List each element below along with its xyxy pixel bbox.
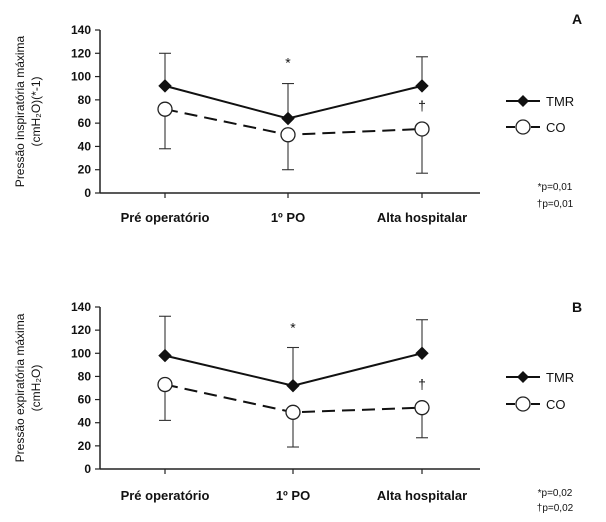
x-tick-label: Pré operatório — [121, 488, 210, 503]
panel-b: 0 20 40 60 80 100 120 140 Pré operatório 1º PO Alt… — [13, 299, 582, 514]
y-tick-label: 60 — [78, 116, 92, 130]
x-tick-label: 1º PO — [276, 488, 310, 503]
y-tick-label: 20 — [78, 163, 92, 177]
legend-marker-tmr — [517, 95, 529, 107]
legend-label-tmr: TMR — [546, 370, 574, 385]
y-tick-label: 20 — [78, 439, 92, 453]
y-tick-label: 60 — [78, 393, 92, 407]
y-axis-label-unit: (cmH₂O) — [29, 365, 43, 412]
data-point-tmr — [158, 348, 172, 363]
legend-label-tmr: TMR — [546, 94, 574, 109]
data-point-co — [414, 400, 430, 416]
x-tick-label: Pré operatório — [121, 210, 210, 225]
data-point-co — [157, 376, 173, 393]
data-point-tmr — [158, 79, 172, 93]
panel-label: A — [572, 11, 582, 27]
legend-entry-tmr: TMR — [506, 370, 574, 385]
legend-marker-co — [515, 119, 531, 135]
data-point-tmr — [415, 346, 429, 360]
data-point-tmr — [281, 111, 295, 126]
y-tick-label: 0 — [84, 462, 91, 476]
y-tick-label: 40 — [78, 416, 92, 430]
legend-label-co: CO — [546, 397, 566, 412]
significance-mark: * — [285, 54, 291, 70]
legend-marker-co — [515, 396, 531, 412]
y-tick-label: 100 — [71, 346, 91, 360]
y-axis-label: Pressão inspiratória máxima — [13, 35, 27, 187]
panel-a: 0 20 40 60 80 100 120 140 Pré operatório 1º PO Alt… — [13, 11, 582, 225]
significance-mark: † — [418, 97, 426, 113]
data-point-tmr — [415, 79, 429, 93]
y-tick-label: 80 — [78, 369, 92, 383]
data-point-co — [157, 101, 173, 117]
p-value-note: *p=0,01 — [538, 182, 573, 193]
data-point-co — [285, 404, 301, 420]
p-value-note: †p=0,01 — [537, 199, 574, 210]
significance-mark: † — [418, 376, 426, 392]
y-tick-label: 40 — [78, 139, 92, 153]
data-point-co — [280, 127, 296, 143]
legend-entry-co: CO — [506, 119, 566, 135]
legend-marker-tmr — [517, 371, 529, 383]
data-point-tmr — [286, 378, 300, 393]
legend-label-co: CO — [546, 120, 566, 135]
y-tick-label: 80 — [78, 93, 92, 107]
legend-entry-co: CO — [506, 396, 566, 412]
x-tick-label: Alta hospitalar — [377, 210, 467, 225]
x-tick-label: Alta hospitalar — [377, 488, 467, 503]
y-tick-label: 100 — [71, 70, 91, 84]
y-tick-label: 0 — [84, 186, 91, 200]
y-axis-label-unit: (cmH₂O)(*-1) — [29, 77, 43, 147]
y-axis-label: Pressão expiratória máxima — [13, 313, 27, 462]
y-tick-label: 140 — [71, 300, 91, 314]
p-value-note: *p=0,02 — [538, 488, 573, 499]
series-line-tmr — [164, 84, 423, 120]
data-point-co — [414, 121, 430, 137]
y-tick-label: 140 — [71, 23, 91, 37]
legend-entry-tmr: TMR — [506, 94, 574, 109]
y-tick-label: 120 — [71, 46, 91, 60]
p-value-note: †p=0,02 — [537, 503, 574, 514]
x-tick-label: 1º PO — [271, 210, 305, 225]
y-tick-label: 120 — [71, 323, 91, 337]
significance-mark: * — [290, 319, 296, 335]
panel-label: B — [572, 299, 582, 315]
